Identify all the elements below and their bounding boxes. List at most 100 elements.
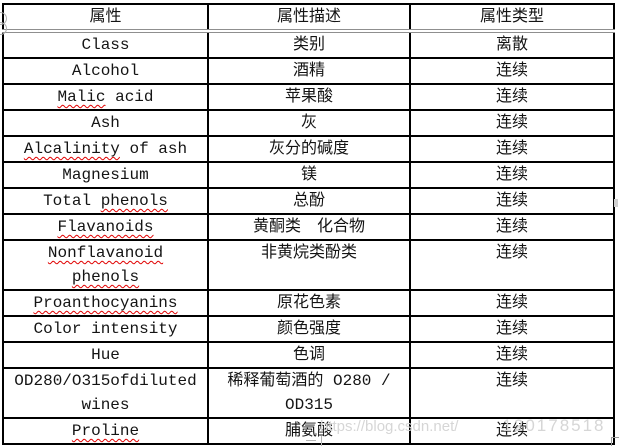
spellcheck-underlined-word: Flavanoids xyxy=(57,218,154,236)
spellcheck-underlined-word: Proline xyxy=(71,422,140,440)
desc-text: 色调 xyxy=(292,346,325,364)
attr-cell: Alcalinity of ash xyxy=(2,135,209,163)
attr-cell: Proanthocyanins xyxy=(2,289,209,317)
desc-text-line2: OD315 xyxy=(284,396,333,414)
type-text: 连续 xyxy=(495,62,528,80)
spellcheck-underlined-word: phenols xyxy=(71,268,140,286)
header-row: 属性 属性描述 属性类型 xyxy=(2,3,615,33)
type-text: 连续 xyxy=(495,346,528,364)
desc-cell: 类别 xyxy=(207,30,411,59)
desc-text: 苹果酸 xyxy=(284,88,333,106)
type-text: 连续 xyxy=(495,244,528,262)
spellcheck-underlined-word: Nonflavanoid xyxy=(47,244,164,262)
type-cell: 连续 xyxy=(409,109,615,137)
col-header-description: 属性描述 xyxy=(207,3,411,33)
type-cell: 连续 xyxy=(409,417,615,445)
desc-text: 非黄烷类酚类 xyxy=(260,244,357,262)
desc-cell: 黄酮类 化合物 xyxy=(207,213,411,241)
desc-text: 类别 xyxy=(292,36,325,54)
type-text: 连续 xyxy=(495,192,528,210)
desc-cell: 总酚 xyxy=(207,187,411,215)
desc-text: 原花色素 xyxy=(276,294,341,312)
type-cell: 连续 xyxy=(409,187,615,215)
desc-cell: 酒精 xyxy=(207,57,411,85)
type-cell: 连续 xyxy=(409,239,615,291)
type-cell: 离散 xyxy=(409,30,615,59)
type-text: 连续 xyxy=(495,422,528,440)
attr-cell: Flavanoids xyxy=(2,213,209,241)
spellcheck-underlined-word: phenols xyxy=(100,192,168,210)
attr-cell: Color intensity xyxy=(2,315,209,343)
type-cell: 连续 xyxy=(409,213,615,241)
spellcheck-underlined-word: Malic xyxy=(57,88,106,106)
bottom-right-corner-artifact xyxy=(611,437,619,446)
table-row: Alcohol 酒精 连续 xyxy=(2,57,615,85)
desc-cell: 原花色素 xyxy=(207,289,411,317)
type-cell: 连续 xyxy=(409,83,615,111)
type-text: 离散 xyxy=(495,36,528,54)
desc-cell: 灰 xyxy=(207,109,411,137)
type-cell: 连续 xyxy=(409,135,615,163)
table-row: Proanthocyanins 原花色素 连续 xyxy=(2,289,615,317)
attr-cell: Malic acid xyxy=(2,83,209,111)
type-text: 连续 xyxy=(495,372,528,390)
bottom-edge-artifact xyxy=(306,440,316,441)
table-row: Nonflavanoid phenols 非黄烷类酚类 连续 xyxy=(2,239,615,291)
attr-text: Ash xyxy=(91,114,120,132)
attr-text: Color intensity xyxy=(33,320,178,338)
col-header-type: 属性类型 xyxy=(409,3,615,33)
attr-cell: Alcohol xyxy=(2,57,209,85)
desc-text: 颜色强度 xyxy=(276,320,341,338)
attr-text: Alcohol xyxy=(71,62,140,80)
desc-text: 镁 xyxy=(300,166,317,184)
type-cell: 连续 xyxy=(409,161,615,189)
desc-text: 总酚 xyxy=(292,192,325,210)
type-text: 连续 xyxy=(495,294,528,312)
type-text: 连续 xyxy=(495,140,528,158)
desc-text: 脯氨酸 xyxy=(284,422,333,440)
table-row: Malic acid 苹果酸 连续 xyxy=(2,83,615,111)
type-cell: 连续 xyxy=(409,57,615,85)
desc-text: 灰分的碱度 xyxy=(268,140,349,158)
col-header-attribute: 属性 xyxy=(2,3,209,33)
attr-text: Hue xyxy=(91,346,120,364)
spellcheck-underlined-word: Alcalinity xyxy=(23,140,120,158)
type-cell: 连续 xyxy=(409,315,615,343)
attr-cell: Proline xyxy=(2,417,209,445)
table-row: Ash 灰 连续 xyxy=(2,109,615,137)
attr-cell: Total phenols xyxy=(2,187,209,215)
attr-text: Total xyxy=(43,192,101,210)
table-row: Proline 脯氨酸 连续 xyxy=(2,417,615,445)
attr-cell: Class xyxy=(2,30,209,59)
attr-text: of ash xyxy=(119,140,188,158)
desc-cell: 非黄烷类酚类 xyxy=(207,239,411,291)
attr-text: Class xyxy=(81,36,130,54)
right-edge-artifact xyxy=(614,199,618,207)
type-cell: 连续 xyxy=(409,367,615,419)
table-row: Magnesium 镁 连续 xyxy=(2,161,615,189)
desc-cell: 颜色强度 xyxy=(207,315,411,343)
attr-text: OD280/O315ofdiluted xyxy=(14,372,197,390)
table-row: Class 类别 离散 xyxy=(2,30,615,59)
table-row: Total phenols 总酚 连续 xyxy=(2,187,615,215)
attr-cell: OD280/O315ofdiluted wines xyxy=(2,367,209,419)
table-row: OD280/O315ofdiluted wines 稀释葡萄酒的 O280 / OD… xyxy=(2,367,615,419)
desc-text: 酒精 xyxy=(292,62,325,80)
desc-cell: 苹果酸 xyxy=(207,83,411,111)
attr-text-line2: wines xyxy=(81,396,130,414)
table-row: Alcalinity of ash 灰分的碱度 连续 xyxy=(2,135,615,163)
attr-cell: Hue xyxy=(2,341,209,369)
type-text: 连续 xyxy=(495,320,528,338)
type-text: 连续 xyxy=(495,88,528,106)
attr-text: acid xyxy=(105,88,154,106)
table-row: Flavanoids 黄酮类 化合物 连续 xyxy=(2,213,615,241)
table-row: Color intensity 颜色强度 连续 xyxy=(2,315,615,343)
desc-text: 黄酮类 化合物 xyxy=(252,218,365,236)
type-text: 连续 xyxy=(495,218,528,236)
attr-cell: Nonflavanoid phenols xyxy=(2,239,209,291)
desc-text: 灰 xyxy=(300,114,317,132)
desc-cell: 镁 xyxy=(207,161,411,189)
spellcheck-underlined-word: Proanthocyanins xyxy=(33,294,178,312)
attr-cell: Magnesium xyxy=(2,161,209,189)
type-cell: 连续 xyxy=(409,289,615,317)
